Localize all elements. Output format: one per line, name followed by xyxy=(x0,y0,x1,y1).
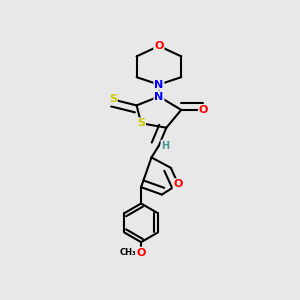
Text: O: O xyxy=(173,179,183,189)
Text: S: S xyxy=(109,94,117,104)
Text: O: O xyxy=(154,41,164,51)
Text: S: S xyxy=(137,118,145,128)
Text: N: N xyxy=(154,80,164,90)
Text: N: N xyxy=(154,92,164,101)
Text: CH₃: CH₃ xyxy=(119,248,136,257)
Text: H: H xyxy=(161,140,169,151)
Text: O: O xyxy=(199,105,208,115)
Text: O: O xyxy=(136,248,146,257)
